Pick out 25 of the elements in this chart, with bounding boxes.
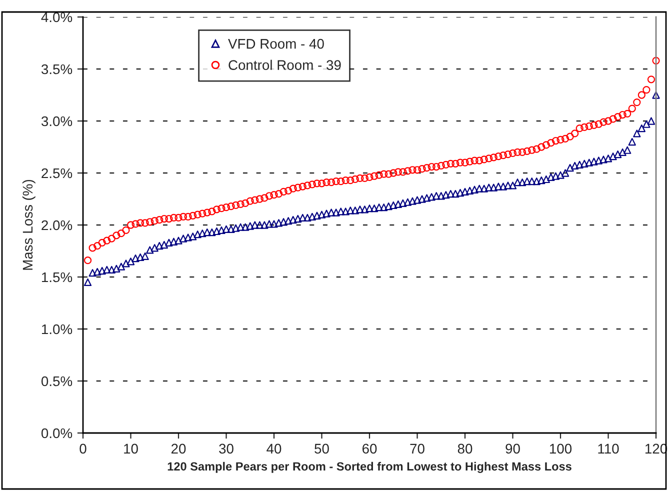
x-tick-label: 30 [219,444,234,454]
x-tick-label: 80 [458,444,472,454]
y-tick-label: 0.5% [41,376,72,386]
x-tick-label: 70 [410,444,424,454]
x-tick-label: 20 [171,444,186,454]
y-tick-label: 2.0% [42,220,72,230]
y-tick-label: 3.0% [41,116,72,126]
y-tick-label: 2.5% [42,168,72,178]
legend-label: VFD Room - 40 [228,38,324,49]
y-tick-label: 1.0% [42,324,72,334]
y-tick-label: 3.5% [41,64,72,74]
x-tick-label: 0 [80,444,86,454]
x-tick-label: 100 [550,444,572,454]
y-tick-label: 0.0% [41,428,72,438]
x-tick-label: 90 [506,444,520,454]
x-tick-label: 60 [362,444,377,454]
x-tick-label: 110 [598,444,619,454]
x-axis-title: 120 Sample Pears per Room - Sorted from Lowest to Highest Mass Loss [168,462,572,473]
x-tick-label: 10 [124,444,138,454]
legend-label: Control Room - 39 [228,60,341,70]
y-axis-title: Mass Loss (%) [22,180,36,270]
x-tick-label: 40 [266,444,282,454]
y-tick-label: 4.0% [41,12,72,22]
x-tick-label: 50 [314,444,329,454]
y-tick-label: 1.5% [42,272,72,282]
